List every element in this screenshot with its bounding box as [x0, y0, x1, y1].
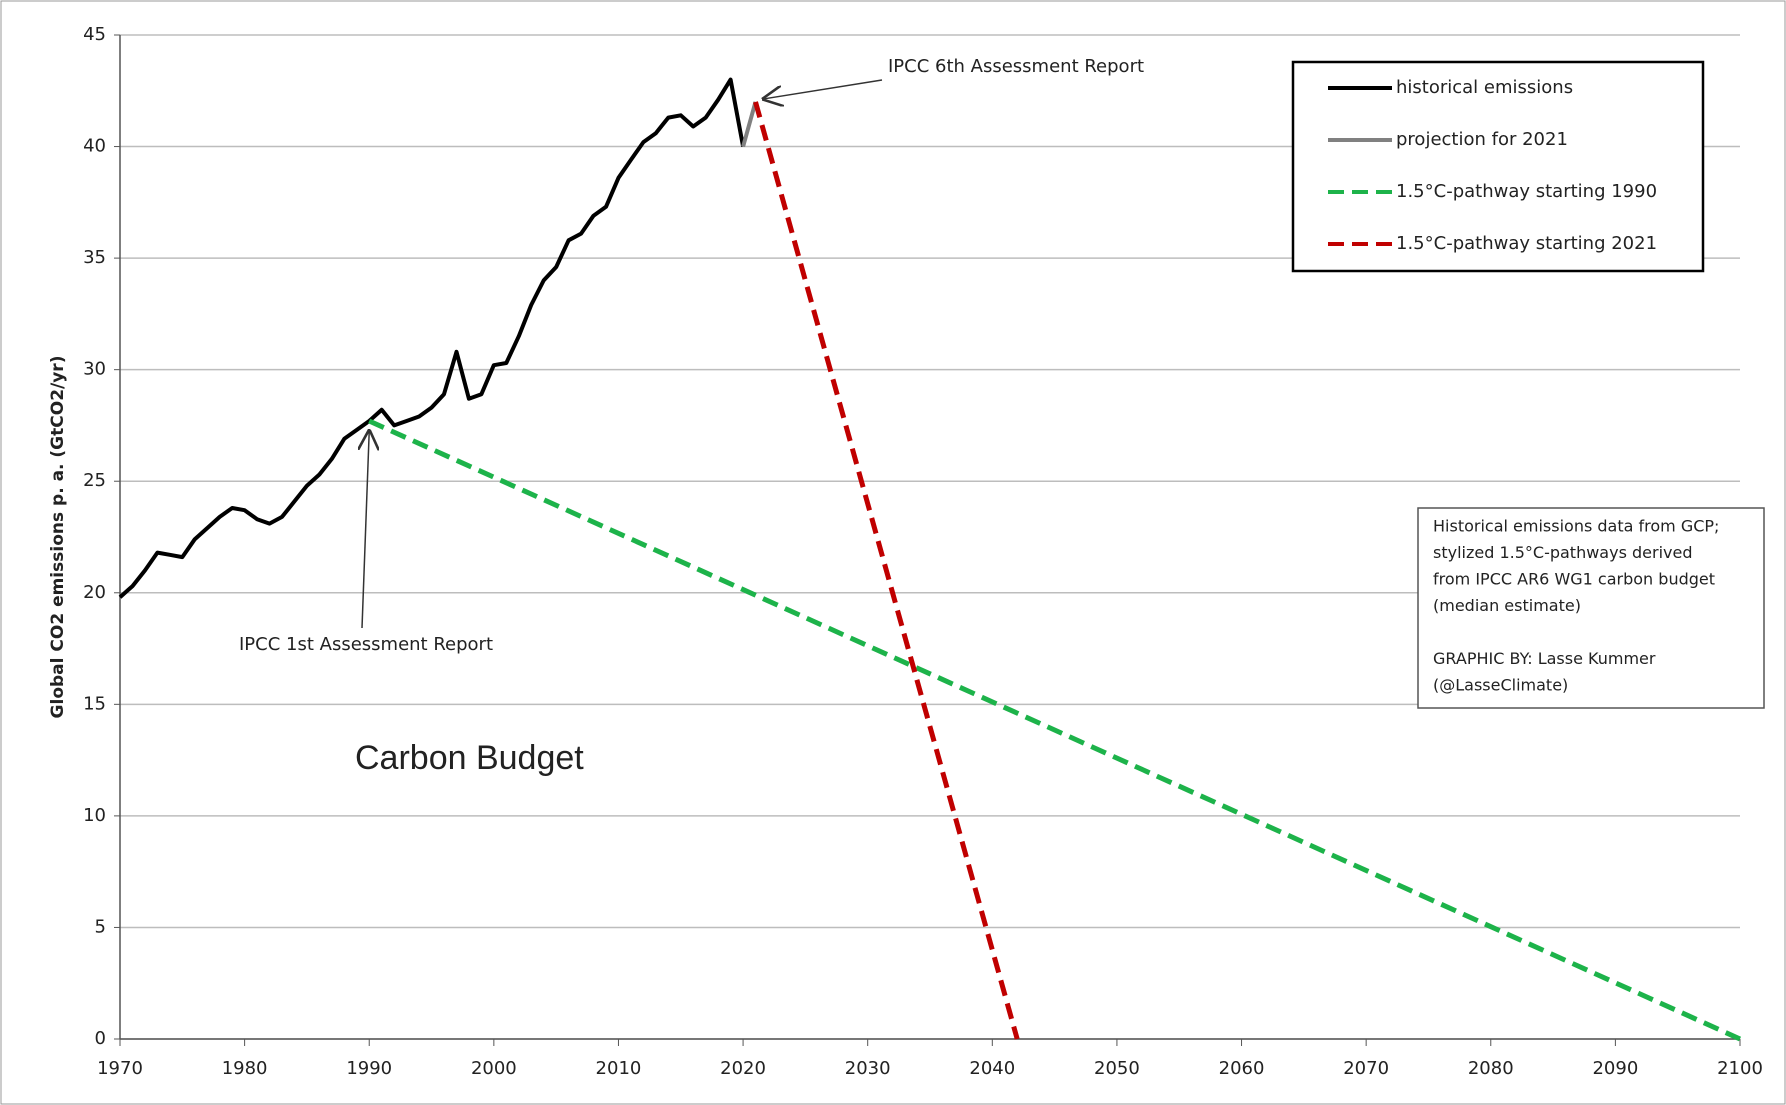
annotation-arrow — [362, 431, 369, 629]
series-line — [368, 418, 1742, 1042]
series-line — [753, 101, 1020, 1040]
x-tick-label: 2000 — [471, 1058, 517, 1079]
series-line — [741, 101, 758, 148]
series-line — [118, 77, 746, 599]
x-tick-label: 2030 — [845, 1058, 891, 1079]
x-tick-label: 2020 — [720, 1058, 766, 1079]
y-tick-label: 30 — [83, 359, 106, 380]
annotation: Carbon Budget — [355, 739, 584, 777]
y-tick-label: 40 — [83, 136, 106, 157]
legend-label: 1.5°C-pathway starting 1990 — [1396, 181, 1657, 202]
x-tick-label: 2100 — [1717, 1058, 1763, 1079]
y-tick-label: 35 — [83, 247, 106, 268]
x-tick-label: 2070 — [1343, 1058, 1389, 1079]
x-tick-label: 2080 — [1468, 1058, 1514, 1079]
note-line: (median estimate) — [1433, 596, 1581, 615]
x-tick-label: 1980 — [222, 1058, 268, 1079]
note-line: (@LasseClimate) — [1433, 676, 1568, 695]
y-tick-label: 5 — [95, 916, 106, 937]
y-tick-label: 45 — [83, 24, 106, 45]
x-tick-label: 1990 — [346, 1058, 392, 1079]
annotation: IPCC 1st Assessment Report — [239, 634, 493, 655]
y-tick-label: 10 — [83, 805, 106, 826]
legend-box — [1291, 60, 1705, 273]
annotation-arrow — [764, 79, 883, 99]
note-line: Historical emissions data from GCP; — [1433, 517, 1719, 536]
y-axis-label: Global CO2 emissions p. a. (GtCO2/yr) — [48, 356, 68, 719]
x-tick-label: 2060 — [1219, 1058, 1265, 1079]
y-tick-label: 20 — [83, 582, 106, 603]
x-tick-label: 2050 — [1094, 1058, 1140, 1079]
note-box — [1417, 507, 1765, 709]
legend-label: 1.5°C-pathway starting 2021 — [1396, 233, 1657, 254]
legend-label: historical emissions — [1396, 77, 1573, 98]
annotation: IPCC 6th Assessment Report — [888, 56, 1144, 77]
x-tick-label: 2010 — [596, 1058, 642, 1079]
y-tick-label: 25 — [83, 470, 106, 491]
x-tick-label: 2090 — [1592, 1058, 1638, 1079]
y-tick-label: 15 — [83, 693, 106, 714]
note-line: from IPCC AR6 WG1 carbon budget — [1433, 570, 1715, 589]
legend-label: projection for 2021 — [1396, 129, 1568, 150]
note-line: GRAPHIC BY: Lasse Kummer — [1433, 649, 1656, 668]
x-tick-label: 2040 — [969, 1058, 1015, 1079]
x-tick-label: 1970 — [97, 1058, 143, 1079]
note-line: stylized 1.5°C-pathways derived — [1433, 543, 1693, 562]
y-tick-label: 0 — [95, 1028, 106, 1049]
